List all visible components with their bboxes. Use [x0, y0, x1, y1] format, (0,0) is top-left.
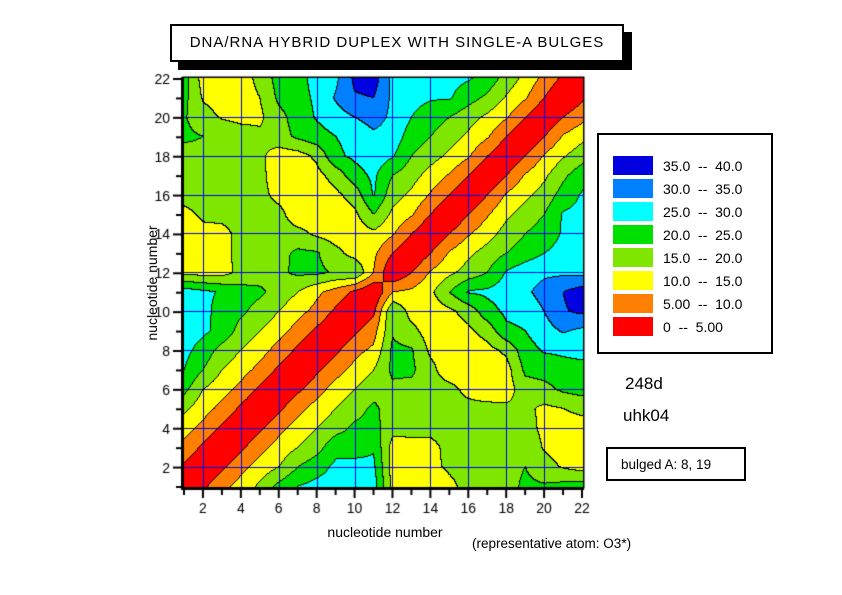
bulge-note-text: bulged A: 8, 19	[621, 456, 712, 472]
legend-swatch	[613, 156, 653, 175]
legend-swatch	[613, 294, 653, 313]
legend-label: 0 -- 5.00	[663, 318, 723, 335]
legend-row: 20.0 -- 25.0	[613, 223, 771, 246]
legend-row: 0 -- 5.00	[613, 315, 771, 338]
legend-swatch	[613, 225, 653, 244]
contour-plot-canvas	[150, 60, 620, 530]
legend: 35.0 -- 40.0 30.0 -- 35.0 25.0 -- 30.0 20.0…	[597, 133, 773, 354]
legend-label: 10.0 -- 15.0	[663, 272, 743, 289]
y-axis-label: nucleotide number	[144, 225, 160, 341]
legend-label: 25.0 -- 30.0	[663, 203, 743, 220]
legend-row: 35.0 -- 40.0	[613, 154, 771, 177]
plot-title: DNA/RNA HYBRID DUPLEX WITH SINGLE-A BULG…	[170, 24, 624, 62]
legend-swatch	[613, 248, 653, 267]
x-axis-label: nucleotide number	[327, 524, 443, 540]
legend-label: 15.0 -- 20.0	[663, 249, 743, 266]
legend-row: 10.0 -- 15.0	[613, 269, 771, 292]
legend-label: 20.0 -- 25.0	[663, 226, 743, 243]
legend-swatch	[613, 202, 653, 221]
legend-swatch	[613, 271, 653, 290]
bulge-note-box: bulged A: 8, 19	[606, 447, 746, 481]
structure-id-label: 248d	[625, 374, 663, 393]
dataset-id-label: uhk04	[623, 406, 670, 425]
legend-row: 30.0 -- 35.0	[613, 177, 771, 200]
legend-row: 15.0 -- 20.0	[613, 246, 771, 269]
legend-row: 5.00 -- 10.0	[613, 292, 771, 315]
legend-label: 5.00 -- 10.0	[663, 295, 743, 312]
legend-row: 25.0 -- 30.0	[613, 200, 771, 223]
legend-swatch	[613, 317, 653, 336]
legend-label: 30.0 -- 35.0	[663, 180, 743, 197]
legend-swatch	[613, 179, 653, 198]
representative-atom-note: (representative atom: O3*)	[472, 536, 632, 551]
legend-label: 35.0 -- 40.0	[663, 157, 743, 174]
